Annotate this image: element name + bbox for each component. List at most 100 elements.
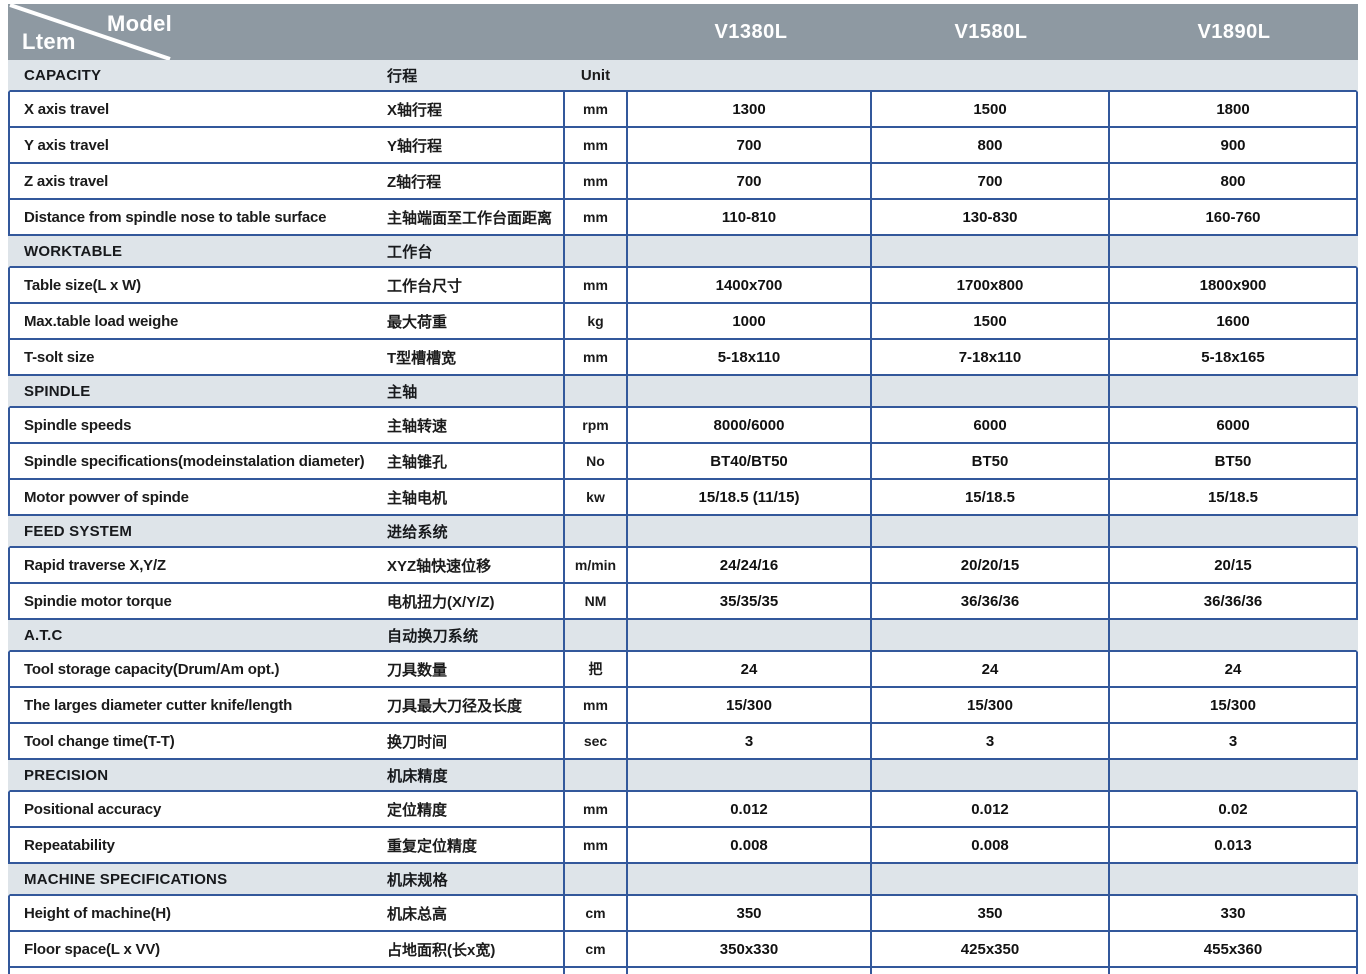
value-cell-v1380l: 0.012 <box>730 800 768 818</box>
section-title-en: SPINDLE <box>24 382 91 400</box>
unit-cell: mm <box>563 200 628 234</box>
value-cell-v1580l: 1500 <box>870 304 1108 338</box>
table-row: T-solt size T型槽槽宽 mm 5-18x110 7-18x110 5-18x1… <box>8 340 1358 376</box>
value-cell-v1380l: 1400x700 <box>715 276 783 294</box>
section-title-cell: SPINDLE 主轴 <box>10 376 563 406</box>
model-header-v1890l: V1890L <box>1197 21 1271 43</box>
value-cell-v1890l: 900 <box>1108 128 1356 162</box>
value-cell-v1380l: 24 <box>740 660 758 678</box>
item-name-en: Spindle speeds <box>24 416 132 434</box>
item-name-cn: 工作台尺寸 <box>387 277 463 295</box>
section-spacer-cell <box>870 376 1108 406</box>
item-name-cell: X axis travel X轴行程 <box>10 92 563 126</box>
value-cell-v1580l: 1700x800 <box>870 268 1108 302</box>
table-row: Tool change time(T-T) 换刀时间 sec 3 3 3 <box>8 724 1358 760</box>
item-name-cn: 刀具最大刀径及长度 <box>387 697 523 715</box>
unit-cell: cm <box>563 896 628 930</box>
section-spacer-cell <box>870 760 1108 790</box>
unit-cell: 把 <box>563 652 628 686</box>
corner-label-item: Ltem <box>22 29 76 54</box>
value-cell-v1580l: 700 <box>870 164 1108 198</box>
machine-spec-table: Model Ltem V1380L V1580L V1890L CAPACITY 行程… <box>8 4 1358 974</box>
item-name-cell: Spindle speeds 主轴转速 <box>10 408 563 442</box>
section-title-cn: 自动换刀系统 <box>387 627 479 645</box>
item-name-cell: Floor space(L x VV) 占地面积(长x宽) <box>10 932 563 966</box>
model-header-v1380l: V1380L <box>714 21 788 43</box>
model-header-v1580l: V1580L <box>954 21 1028 43</box>
value-cell-v1380l: 0.008 <box>730 836 768 854</box>
value-cell-v1580l: 0.008 <box>870 828 1108 862</box>
section-spacer-cell <box>628 236 870 266</box>
value-cell-v1580l: 7-18x110 <box>870 340 1108 374</box>
unit-header-cell <box>563 864 628 894</box>
item-name-cn: Y轴行程 <box>387 137 443 155</box>
item-name-cn: 重复定位精度 <box>387 837 478 855</box>
unit-cell: No <box>563 444 628 478</box>
item-name-cell: Spindle specifications(modeinstalation d… <box>10 444 563 478</box>
section-title-cn: 进给系统 <box>387 523 448 541</box>
unit-header-cell <box>563 236 628 266</box>
value-cell-v1380l: 35/35/35 <box>719 592 779 610</box>
value-cell-v1380l: 110-810 <box>721 208 777 226</box>
section-title-en: CAPACITY <box>24 66 102 84</box>
section-title-en: FEED SYSTEM <box>24 522 133 540</box>
item-name-en: Height of machine(H) <box>24 904 171 922</box>
value-cell-v1580l: 20/20/15 <box>870 548 1108 582</box>
unit-cell: kg <box>563 304 628 338</box>
value-cell-v1580l: 1500 <box>870 92 1108 126</box>
item-name-cell: Table size(L x W) 工作台尺寸 <box>10 268 563 302</box>
section-title-cell: FEED SYSTEM 进给系统 <box>10 516 563 546</box>
item-name-en: Floor space(L x VV) <box>24 940 160 958</box>
section-spacer-cell <box>870 236 1108 266</box>
item-name-en: The larges diameter cutter knife/length <box>24 696 293 714</box>
value-cell-v1890l: 36/36/36 <box>1108 584 1356 618</box>
item-name-cn: Z轴行程 <box>387 173 442 191</box>
value-cell-v1380l: 350x330 <box>719 940 779 958</box>
section-spacer-cell <box>1108 620 1356 650</box>
section-header-row: WORKTABLE 工作台 <box>8 236 1358 268</box>
unit-header-cell <box>563 376 628 406</box>
value-cell-v1380l: 15/18.5 (11/15) <box>698 488 800 506</box>
table-header-row: Model Ltem V1380L V1580L V1890L <box>8 4 1358 60</box>
item-name-cell: Rapid traverse X,Y/Z XYZ轴快速位移 <box>10 548 563 582</box>
model-column-headers: V1380L V1580L V1890L <box>630 4 1358 60</box>
item-name-cell: Tool storage capacity(Drum/Am opt.) 刀具数量 <box>10 652 563 686</box>
section-spacer-cell <box>628 620 870 650</box>
value-cell-v1580l: 15/300 <box>870 688 1108 722</box>
item-name-cn: 主轴电机 <box>387 489 448 507</box>
item-name-cn: 刀具数量 <box>387 661 448 679</box>
unit-cell: mm <box>563 92 628 126</box>
unit-cell: NM <box>563 584 628 618</box>
table-row: Spindie motor torque 电机扭力(X/Y/Z) NM 35/35/3… <box>8 584 1358 620</box>
item-name-en: Y axis travel <box>24 136 109 154</box>
section-header-row: CAPACITY 行程 Unit <box>8 60 1358 92</box>
value-cell-v1890l: 20/15 <box>1108 548 1356 582</box>
section-title-cn: 工作台 <box>387 243 433 261</box>
item-name-cell: Tool change time(T-T) 换刀时间 <box>10 724 563 758</box>
value-cell-v1890l: 24 <box>1108 652 1356 686</box>
unit-header-cell <box>563 620 628 650</box>
item-name-en: X axis travel <box>24 100 109 118</box>
section-spacer-cell <box>870 620 1108 650</box>
section-title-en: A.T.C <box>24 626 63 644</box>
table-row: Z axis travel Z轴行程 mm 700 700 800 <box>8 164 1358 200</box>
section-spacer-cell <box>628 60 870 90</box>
value-cell-v1380l: 700 <box>736 136 762 154</box>
value-cell-v1380l: 700 <box>736 172 762 190</box>
table-row: Y axis travel Y轴行程 mm 700 800 900 <box>8 128 1358 164</box>
value-cell-v1580l: 6000 <box>870 408 1108 442</box>
unit-cell: rpm <box>563 408 628 442</box>
item-name-cell: T-solt size T型槽槽宽 <box>10 340 563 374</box>
value-cell-v1890l: 455x360 <box>1108 932 1356 966</box>
item-name-cell: Total machine weight机床重量(净重/毛重) <box>10 968 563 974</box>
item-name-en: Motor powver of spinde <box>24 488 189 506</box>
corner-label-model: Model <box>107 11 173 36</box>
value-cell-v1580l: 800 <box>870 128 1108 162</box>
unit-cell: cm <box>563 932 628 966</box>
value-cell-v1380l: 8000/6000 <box>713 416 785 434</box>
item-name-en: Rapid traverse X,Y/Z <box>24 556 166 574</box>
value-cell-v1580l: 0.012 <box>870 792 1108 826</box>
unit-header-cell <box>563 760 628 790</box>
value-cell-v1890l: 6000 <box>1108 408 1356 442</box>
item-name-cell: Y axis travel Y轴行程 <box>10 128 563 162</box>
